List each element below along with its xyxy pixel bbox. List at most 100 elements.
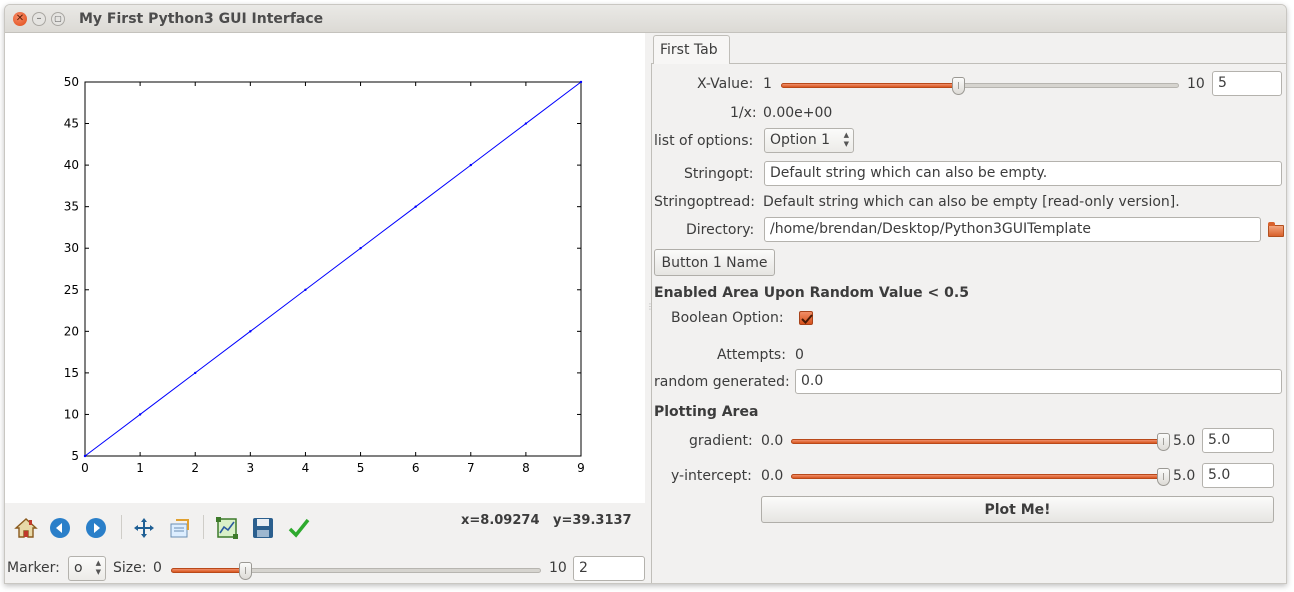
data-point xyxy=(579,80,583,84)
y-tick-label: 35 xyxy=(64,200,79,214)
data-point xyxy=(249,330,252,333)
gradient-entry[interactable]: 5.0 xyxy=(1202,428,1274,453)
random-label: random generated: xyxy=(654,374,790,390)
data-point xyxy=(138,413,142,416)
size-max-label: 10 xyxy=(549,560,567,576)
directory-entry[interactable]: /home/brendan/Desktop/Python3GUITemplate xyxy=(764,217,1261,242)
slider-handle[interactable] xyxy=(1157,468,1170,486)
x-tick-label: 7 xyxy=(467,461,475,475)
data-point xyxy=(194,371,197,375)
size-label: Size: xyxy=(113,560,147,576)
toolbar-separator xyxy=(121,515,122,539)
close-window-button[interactable]: ✕ xyxy=(13,12,27,26)
x-tick-label: 9 xyxy=(577,461,585,475)
configure-subplots-icon[interactable] xyxy=(214,515,240,541)
options-label: list of options: xyxy=(654,133,754,149)
checkmark-icon xyxy=(801,314,813,324)
minimize-window-button[interactable]: – xyxy=(32,12,46,26)
attempts-value: 0 xyxy=(795,347,804,363)
boolean-label: Boolean Option: xyxy=(671,310,784,326)
home-icon[interactable] xyxy=(13,515,39,541)
intercept-label: y-intercept: xyxy=(671,468,752,484)
data-point xyxy=(414,205,417,208)
x-tick-label: 2 xyxy=(191,461,199,475)
marker-label: Marker: xyxy=(7,560,60,576)
x-tick-label: 5 xyxy=(357,461,365,475)
slider-handle[interactable] xyxy=(951,77,965,95)
slider-handle[interactable] xyxy=(1157,433,1170,451)
cursor-y-readout: y=39.3137 xyxy=(553,513,632,528)
size-min-label: 0 xyxy=(153,560,162,576)
gradient-min-label: 0.0 xyxy=(761,433,784,449)
edit-axes-icon[interactable] xyxy=(286,515,312,541)
x-tick-label: 4 xyxy=(302,461,310,475)
y-tick-label: 30 xyxy=(64,241,79,255)
slider-fill xyxy=(171,568,245,573)
spin-arrows-icon[interactable]: ▲ ▼ xyxy=(843,131,849,148)
toolbar-separator xyxy=(203,515,204,539)
data-point xyxy=(359,247,362,250)
settings-panel: First Tab X-Value: 1 10 5 1/x: 0.00e+00 … xyxy=(651,33,1286,583)
stringoptread-value: Default string which can also be empty [… xyxy=(763,194,1180,210)
xvalue-min-label: 1 xyxy=(763,76,772,92)
main-window: ✕ – ▢ My First Python3 GUI Interface 0 1 2… xyxy=(4,4,1287,584)
spin-arrows-icon[interactable]: ▲ ▼ xyxy=(95,559,101,576)
slider-fill xyxy=(791,439,1163,444)
boolean-checkbox[interactable] xyxy=(799,311,813,325)
y-tick-label: 45 xyxy=(64,117,79,131)
plot-me-button[interactable]: Plot Me! xyxy=(761,496,1274,523)
slider-fill xyxy=(791,474,1163,479)
x-tick-label: 0 xyxy=(81,461,89,475)
random-entry[interactable]: 0.0 xyxy=(795,369,1282,394)
series-line xyxy=(84,81,582,457)
tab-first[interactable]: First Tab xyxy=(653,35,730,64)
pane-splitter[interactable]: ⋮ xyxy=(646,302,654,311)
intercept-max-label: 5.0 xyxy=(1173,468,1196,484)
marker-bar: Marker: o ▲ ▼ Size: 0 10 2 xyxy=(5,551,651,583)
stringopt-label: Stringopt: xyxy=(684,166,754,182)
data-point xyxy=(469,163,472,167)
size-slider[interactable] xyxy=(171,561,541,581)
y-tick-label: 10 xyxy=(64,407,79,421)
save-icon[interactable] xyxy=(250,515,276,541)
folder-icon[interactable] xyxy=(1268,222,1284,237)
pan-icon[interactable] xyxy=(131,515,157,541)
data-point xyxy=(83,454,87,458)
stringoptread-label: Stringoptread: xyxy=(654,194,755,210)
maximize-window-button[interactable]: ▢ xyxy=(51,12,65,26)
xvalue-entry[interactable]: 5 xyxy=(1212,71,1282,96)
y-tick-label: 20 xyxy=(64,324,79,338)
cursor-x-readout: x=8.09274 xyxy=(461,513,540,528)
reciprocal-value: 0.00e+00 xyxy=(763,105,833,121)
xvalue-label: X-Value: xyxy=(697,76,754,92)
x-tick-label: 8 xyxy=(522,461,530,475)
y-tick-label: 50 xyxy=(64,75,79,89)
gradient-max-label: 5.0 xyxy=(1173,433,1196,449)
slider-handle[interactable] xyxy=(239,562,252,580)
y-tick-label: 15 xyxy=(64,366,79,380)
marker-spinbox[interactable]: o ▲ ▼ xyxy=(68,556,106,581)
window-title: My First Python3 GUI Interface xyxy=(79,11,324,27)
x-tick-label: 6 xyxy=(412,461,420,475)
gradient-label: gradient: xyxy=(689,433,753,449)
data-point xyxy=(304,288,307,291)
xvalue-slider[interactable] xyxy=(781,76,1179,96)
size-entry[interactable]: 2 xyxy=(573,556,645,581)
forward-arrow-icon[interactable] xyxy=(83,515,109,541)
intercept-slider[interactable] xyxy=(791,467,1170,487)
plot-toolbar: x=8.09274 y=39.3137 xyxy=(5,503,645,551)
intercept-min-label: 0.0 xyxy=(761,468,784,484)
stringopt-entry[interactable]: Default string which can also be empty. xyxy=(764,161,1282,186)
options-spinbox[interactable]: Option 1 ▲ ▼ xyxy=(764,128,854,153)
y-tick-label: 40 xyxy=(64,158,79,172)
plot-canvas[interactable]: 0 1 2 3 4 5 6 7 8 9 5 10 15 20 25 30 35 40 45 50 xyxy=(5,33,645,503)
zoom-icon[interactable] xyxy=(167,515,193,541)
back-arrow-icon[interactable] xyxy=(47,515,73,541)
xvalue-max-label: 10 xyxy=(1187,76,1205,92)
y-tick-label: 25 xyxy=(64,283,79,297)
gradient-slider[interactable] xyxy=(791,432,1170,452)
slider-fill xyxy=(781,83,958,88)
intercept-entry[interactable]: 5.0 xyxy=(1202,463,1274,488)
data-point xyxy=(524,122,528,125)
button-1[interactable]: Button 1 Name xyxy=(654,249,775,276)
